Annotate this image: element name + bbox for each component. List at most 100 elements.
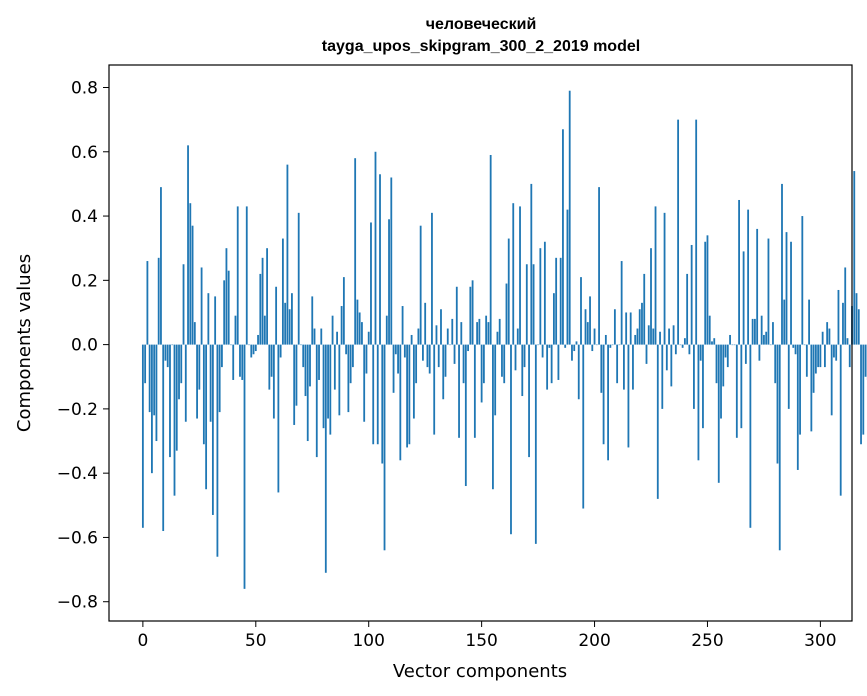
bar <box>313 328 316 345</box>
bar <box>548 344 551 348</box>
bar <box>458 344 460 438</box>
bar <box>476 322 479 345</box>
bar <box>830 344 833 416</box>
bar <box>225 248 228 345</box>
bar <box>473 344 476 438</box>
bar <box>291 293 293 345</box>
bar <box>803 344 806 346</box>
bar <box>763 334 765 345</box>
bar <box>828 328 831 345</box>
bar <box>478 318 481 345</box>
y-tick-label: −0.4 <box>57 464 98 484</box>
bar <box>148 344 151 413</box>
bar <box>191 225 194 345</box>
bar <box>460 322 463 345</box>
bar <box>688 344 691 355</box>
bar <box>428 344 431 374</box>
bar <box>602 344 605 445</box>
bar <box>248 344 250 346</box>
bar <box>577 344 580 400</box>
bar <box>796 344 799 470</box>
bar <box>532 264 535 345</box>
bar <box>270 344 273 377</box>
bar <box>604 334 607 345</box>
bar <box>760 315 763 345</box>
y-tick-label: 0.2 <box>71 271 98 291</box>
bar <box>498 318 501 345</box>
bar <box>171 344 174 346</box>
bar <box>808 299 810 345</box>
bar <box>681 344 684 348</box>
bar <box>480 344 483 403</box>
bar <box>726 344 729 368</box>
bar <box>776 344 779 464</box>
bar <box>392 344 395 393</box>
bar <box>656 344 659 499</box>
bar <box>595 344 598 346</box>
bar <box>844 267 847 345</box>
x-tick-label: 150 <box>465 631 497 651</box>
bar <box>376 344 379 445</box>
bar <box>173 344 176 496</box>
bar <box>668 328 670 345</box>
bar <box>415 344 418 384</box>
bar <box>144 344 147 384</box>
bar <box>812 344 815 393</box>
bar <box>496 331 499 345</box>
bar <box>819 344 822 368</box>
bar <box>406 344 409 448</box>
bar <box>435 325 438 345</box>
bar <box>704 241 707 345</box>
bar <box>469 286 472 345</box>
bar <box>431 212 433 345</box>
bar <box>693 344 695 409</box>
bar <box>751 318 754 345</box>
bar <box>322 344 325 429</box>
bar <box>629 312 632 345</box>
bar <box>331 315 334 345</box>
bar <box>295 344 298 406</box>
bar <box>455 286 458 345</box>
bar <box>151 344 153 474</box>
bar <box>507 238 510 345</box>
bar <box>437 344 440 368</box>
bar <box>546 344 549 390</box>
bar <box>571 344 573 361</box>
bar <box>708 315 711 345</box>
bar <box>189 203 192 345</box>
bar <box>286 164 289 345</box>
bar <box>489 154 492 345</box>
bar <box>814 344 817 374</box>
bar <box>523 344 526 368</box>
bar <box>166 344 169 368</box>
bar <box>403 344 406 358</box>
bar <box>735 344 738 438</box>
x-tick-label: 200 <box>578 631 610 651</box>
bar <box>297 212 300 345</box>
bar <box>444 344 447 377</box>
bar <box>767 238 770 345</box>
bar <box>580 277 582 345</box>
bar <box>562 129 564 345</box>
bar <box>729 334 731 345</box>
bar <box>252 344 255 355</box>
bar <box>433 344 436 435</box>
y-tick-label: 0.6 <box>71 143 98 163</box>
bar <box>370 222 372 345</box>
bar <box>765 331 768 345</box>
bar <box>634 334 637 345</box>
bar <box>311 296 314 345</box>
bar <box>564 344 567 348</box>
bar <box>300 344 302 346</box>
y-tick-label: 0.4 <box>71 207 98 227</box>
bar <box>738 199 740 345</box>
bar <box>543 241 546 345</box>
bar <box>586 322 589 345</box>
bar <box>559 257 562 345</box>
bar <box>591 344 594 352</box>
bar <box>379 174 381 345</box>
bar <box>306 344 309 442</box>
bar <box>169 344 171 458</box>
bar <box>467 344 469 352</box>
